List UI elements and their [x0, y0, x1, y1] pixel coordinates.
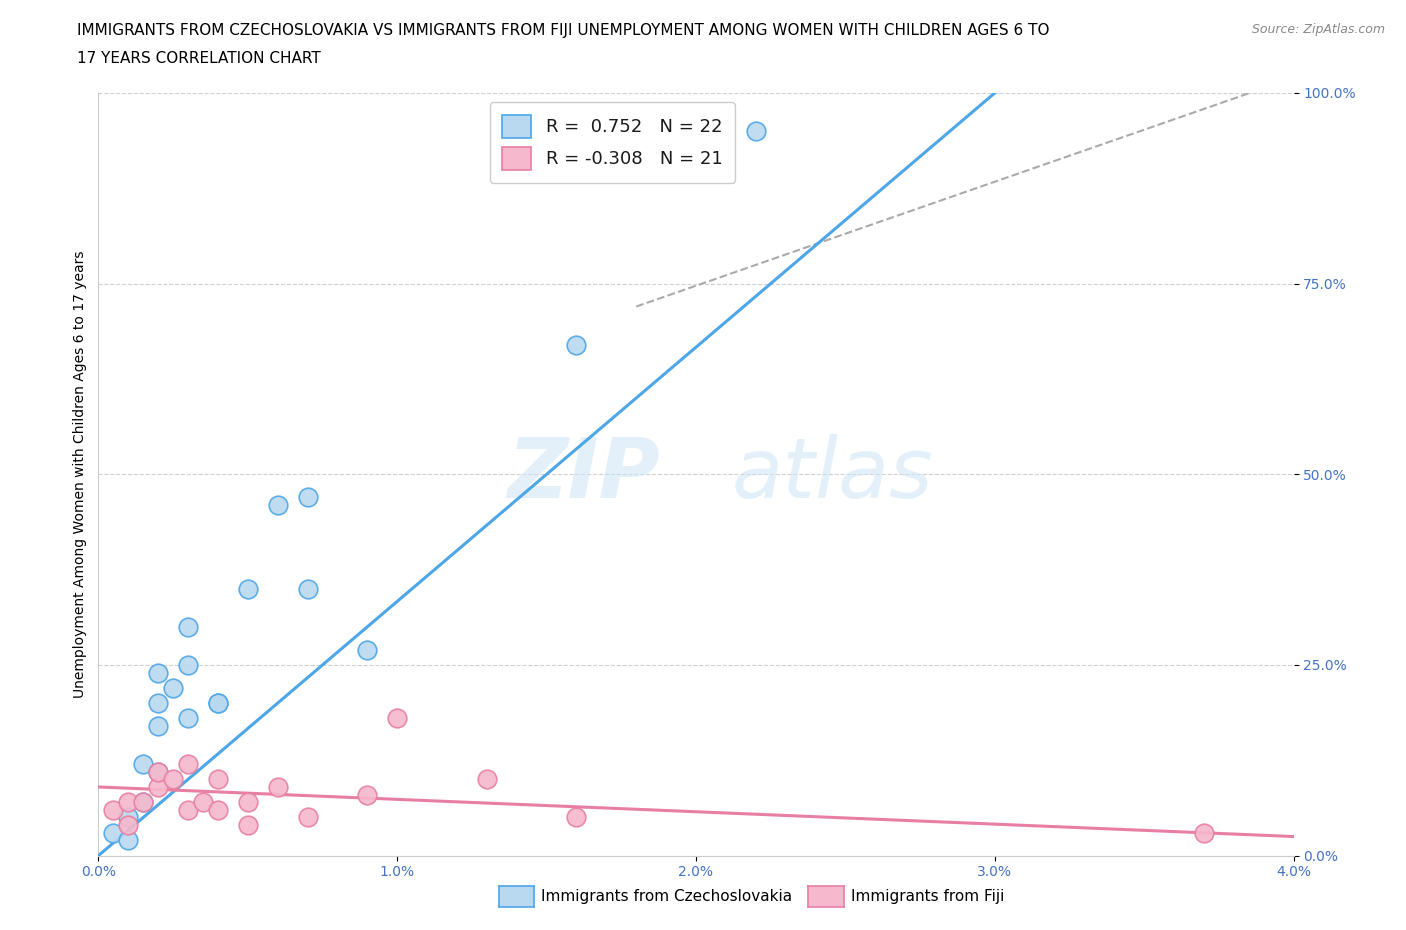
Text: Immigrants from Fiji: Immigrants from Fiji	[851, 889, 1004, 904]
Point	[207, 696, 229, 711]
Point	[177, 803, 200, 817]
Point	[103, 803, 125, 817]
Point	[177, 711, 200, 725]
Point	[297, 490, 319, 505]
Point	[148, 665, 170, 680]
Point	[132, 795, 155, 810]
Point	[148, 764, 170, 779]
Point	[103, 825, 125, 840]
Point	[297, 810, 319, 825]
Point	[148, 779, 170, 794]
Point	[565, 338, 588, 352]
Point	[1192, 825, 1215, 840]
Point	[191, 795, 214, 810]
Text: atlas: atlas	[733, 433, 934, 515]
Text: 17 YEARS CORRELATION CHART: 17 YEARS CORRELATION CHART	[77, 51, 321, 66]
Point	[117, 833, 139, 848]
Point	[117, 810, 139, 825]
Point	[207, 696, 229, 711]
Point	[745, 124, 768, 139]
Y-axis label: Unemployment Among Women with Children Ages 6 to 17 years: Unemployment Among Women with Children A…	[73, 250, 87, 698]
Point	[132, 757, 155, 772]
Point	[162, 681, 184, 696]
Point	[177, 619, 200, 634]
Point	[148, 764, 170, 779]
Point	[267, 498, 290, 512]
Point	[148, 696, 170, 711]
Legend: R =  0.752   N = 22, R = -0.308   N = 21: R = 0.752 N = 22, R = -0.308 N = 21	[489, 102, 735, 182]
Text: ZIP: ZIP	[508, 433, 661, 515]
Point	[162, 772, 184, 787]
Point	[565, 810, 588, 825]
Point	[297, 581, 319, 596]
Point	[177, 658, 200, 672]
Point	[207, 772, 229, 787]
Point	[177, 757, 200, 772]
Point	[236, 581, 259, 596]
Point	[207, 803, 229, 817]
Point	[267, 779, 290, 794]
Point	[236, 795, 259, 810]
Point	[236, 817, 259, 832]
Point	[148, 719, 170, 734]
Point	[385, 711, 409, 725]
Point	[117, 817, 139, 832]
Point	[356, 787, 378, 802]
Point	[356, 643, 378, 658]
Text: Immigrants from Czechoslovakia: Immigrants from Czechoslovakia	[541, 889, 793, 904]
Text: IMMIGRANTS FROM CZECHOSLOVAKIA VS IMMIGRANTS FROM FIJI UNEMPLOYMENT AMONG WOMEN : IMMIGRANTS FROM CZECHOSLOVAKIA VS IMMIGR…	[77, 23, 1050, 38]
Point	[132, 795, 155, 810]
Point	[475, 772, 498, 787]
Point	[117, 795, 139, 810]
Text: Source: ZipAtlas.com: Source: ZipAtlas.com	[1251, 23, 1385, 36]
